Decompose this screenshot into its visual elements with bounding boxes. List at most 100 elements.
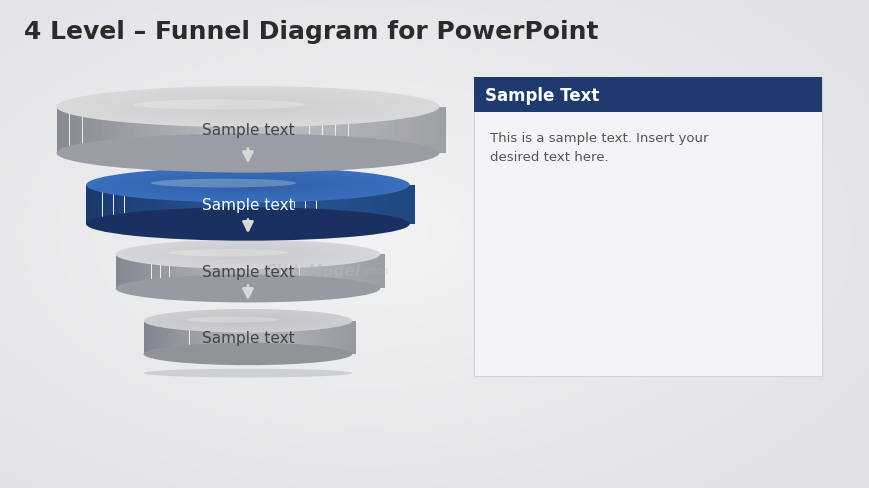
FancyBboxPatch shape (474, 78, 821, 113)
Polygon shape (231, 107, 238, 154)
Polygon shape (201, 185, 207, 224)
Polygon shape (184, 185, 190, 224)
Polygon shape (134, 107, 141, 154)
Polygon shape (245, 255, 249, 289)
Ellipse shape (171, 99, 324, 116)
Polygon shape (257, 107, 264, 154)
Ellipse shape (241, 320, 255, 322)
Polygon shape (232, 321, 235, 354)
Ellipse shape (182, 314, 314, 328)
Polygon shape (236, 255, 241, 289)
Polygon shape (263, 255, 268, 289)
Polygon shape (102, 107, 109, 154)
Polygon shape (168, 321, 171, 354)
Polygon shape (115, 107, 121, 154)
Polygon shape (316, 321, 320, 354)
Polygon shape (196, 255, 201, 289)
Polygon shape (270, 107, 276, 154)
Ellipse shape (63, 87, 433, 127)
Ellipse shape (196, 102, 299, 113)
Polygon shape (152, 185, 157, 224)
Polygon shape (299, 321, 302, 354)
Polygon shape (134, 255, 138, 289)
Ellipse shape (108, 92, 388, 122)
Polygon shape (205, 255, 209, 289)
Polygon shape (244, 107, 251, 154)
Polygon shape (267, 321, 270, 354)
Polygon shape (286, 255, 290, 289)
Polygon shape (91, 185, 97, 224)
Polygon shape (420, 107, 426, 154)
Polygon shape (439, 107, 445, 154)
Polygon shape (176, 321, 179, 354)
Ellipse shape (210, 182, 285, 189)
Polygon shape (376, 185, 381, 224)
Polygon shape (146, 185, 152, 224)
Ellipse shape (95, 91, 401, 124)
Ellipse shape (162, 176, 334, 195)
Polygon shape (206, 107, 212, 154)
Ellipse shape (135, 173, 361, 198)
Polygon shape (186, 321, 189, 354)
Polygon shape (209, 255, 214, 289)
Ellipse shape (239, 254, 256, 256)
Ellipse shape (108, 170, 388, 201)
Polygon shape (349, 185, 355, 224)
Ellipse shape (146, 244, 349, 266)
Ellipse shape (204, 181, 291, 190)
Polygon shape (238, 107, 244, 154)
Polygon shape (218, 107, 225, 154)
Polygon shape (357, 255, 362, 289)
Polygon shape (256, 321, 260, 354)
Polygon shape (348, 255, 353, 289)
Ellipse shape (91, 168, 404, 203)
Ellipse shape (222, 252, 274, 258)
Text: This is a sample text. Insert your
desired text here.: This is a sample text. Insert your desir… (489, 132, 707, 163)
Polygon shape (154, 107, 160, 154)
Ellipse shape (124, 241, 371, 268)
Polygon shape (182, 255, 187, 289)
Ellipse shape (208, 250, 288, 259)
Ellipse shape (118, 171, 377, 200)
Ellipse shape (96, 169, 399, 202)
Polygon shape (173, 107, 180, 154)
Polygon shape (409, 185, 415, 224)
Polygon shape (355, 185, 360, 224)
Polygon shape (174, 185, 179, 224)
Polygon shape (398, 185, 404, 224)
Ellipse shape (182, 247, 314, 262)
Polygon shape (311, 185, 316, 224)
Text: SlideModel: SlideModel (266, 264, 361, 278)
Ellipse shape (194, 180, 302, 191)
Ellipse shape (237, 320, 258, 322)
Polygon shape (268, 255, 272, 289)
Ellipse shape (192, 315, 303, 327)
Polygon shape (277, 107, 283, 154)
Polygon shape (404, 185, 409, 224)
Ellipse shape (203, 250, 292, 260)
Polygon shape (160, 107, 167, 154)
Ellipse shape (177, 247, 318, 263)
Polygon shape (250, 255, 255, 289)
Ellipse shape (86, 168, 409, 203)
Polygon shape (229, 185, 234, 224)
Polygon shape (119, 185, 124, 224)
Polygon shape (278, 185, 283, 224)
Polygon shape (217, 185, 223, 224)
Polygon shape (89, 107, 96, 154)
Ellipse shape (216, 318, 279, 325)
Polygon shape (246, 321, 249, 354)
Ellipse shape (175, 313, 321, 329)
Polygon shape (124, 185, 129, 224)
Ellipse shape (185, 317, 279, 323)
Polygon shape (331, 321, 335, 354)
Text: Sample text: Sample text (202, 330, 294, 345)
Polygon shape (141, 107, 147, 154)
Ellipse shape (139, 96, 356, 119)
Ellipse shape (178, 313, 317, 329)
Ellipse shape (152, 97, 343, 118)
Polygon shape (156, 255, 160, 289)
Polygon shape (179, 185, 184, 224)
Ellipse shape (183, 179, 312, 192)
Polygon shape (234, 185, 239, 224)
